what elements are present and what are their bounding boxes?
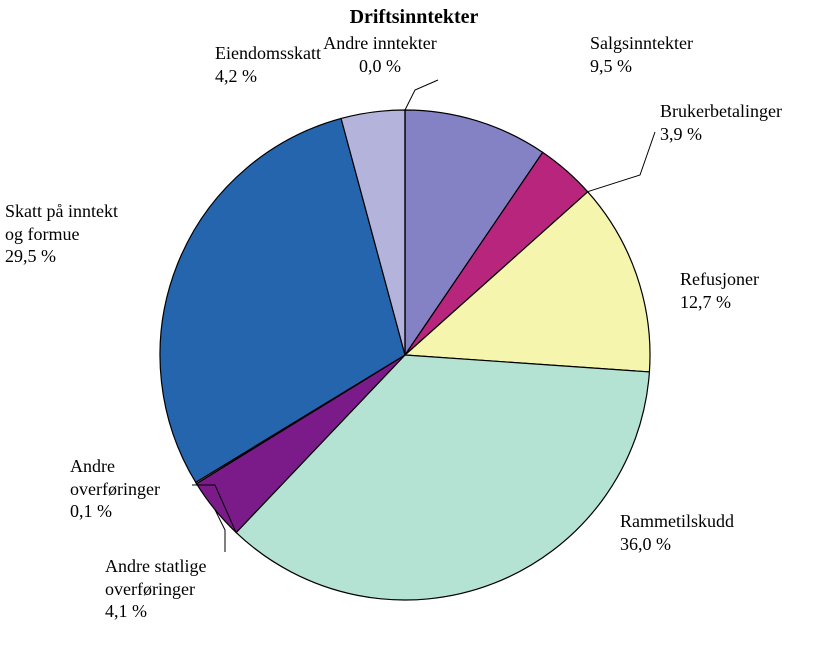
label-text: Skatt på inntekt bbox=[5, 200, 118, 223]
label-eiendomsskatt: Eiendomsskatt4,2 % bbox=[215, 42, 321, 87]
label-pct: 3,9 % bbox=[660, 123, 782, 146]
label-pct: 4,2 % bbox=[215, 65, 321, 88]
label-text: Eiendomsskatt bbox=[215, 42, 321, 65]
label-pct: 12,7 % bbox=[680, 291, 759, 314]
label-text: Rammetilskudd bbox=[620, 510, 734, 533]
leader-line bbox=[405, 80, 438, 110]
label-text: overføringer bbox=[105, 578, 206, 601]
label-text: Andre statlige bbox=[105, 555, 206, 578]
label-text: Brukerbetalinger bbox=[660, 100, 782, 123]
label-andre_inntekter: Andre inntekter0,0 % bbox=[323, 32, 436, 77]
label-text: Salgsinntekter bbox=[590, 32, 693, 55]
label-pct: 29,5 % bbox=[5, 245, 118, 268]
label-pct: 0,1 % bbox=[70, 500, 160, 523]
label-refusjoner: Refusjoner12,7 % bbox=[680, 268, 759, 313]
label-text: Andre bbox=[70, 455, 160, 478]
label-text: og formue bbox=[5, 223, 118, 246]
pie-chart-container: Driftsinntekter Andre inntekter0,0 %Salg… bbox=[0, 0, 828, 651]
label-rammetilskudd: Rammetilskudd36,0 % bbox=[620, 510, 734, 555]
label-salgsinntekter: Salgsinntekter9,5 % bbox=[590, 32, 693, 77]
label-pct: 36,0 % bbox=[620, 533, 734, 556]
leader-line bbox=[588, 132, 655, 192]
label-pct: 4,1 % bbox=[105, 600, 206, 623]
label-brukerbetalinger: Brukerbetalinger3,9 % bbox=[660, 100, 782, 145]
label-pct: 9,5 % bbox=[590, 55, 693, 78]
label-andre_overforinger: Andreoverføringer0,1 % bbox=[70, 455, 160, 523]
label-text: Andre inntekter bbox=[323, 32, 436, 55]
label-text: Refusjoner bbox=[680, 268, 759, 291]
label-text: overføringer bbox=[70, 478, 160, 501]
label-andre_statlige: Andre statligeoverføringer4,1 % bbox=[105, 555, 206, 623]
label-skatt_inntekt: Skatt på inntektog formue29,5 % bbox=[5, 200, 118, 268]
label-pct: 0,0 % bbox=[323, 55, 436, 78]
